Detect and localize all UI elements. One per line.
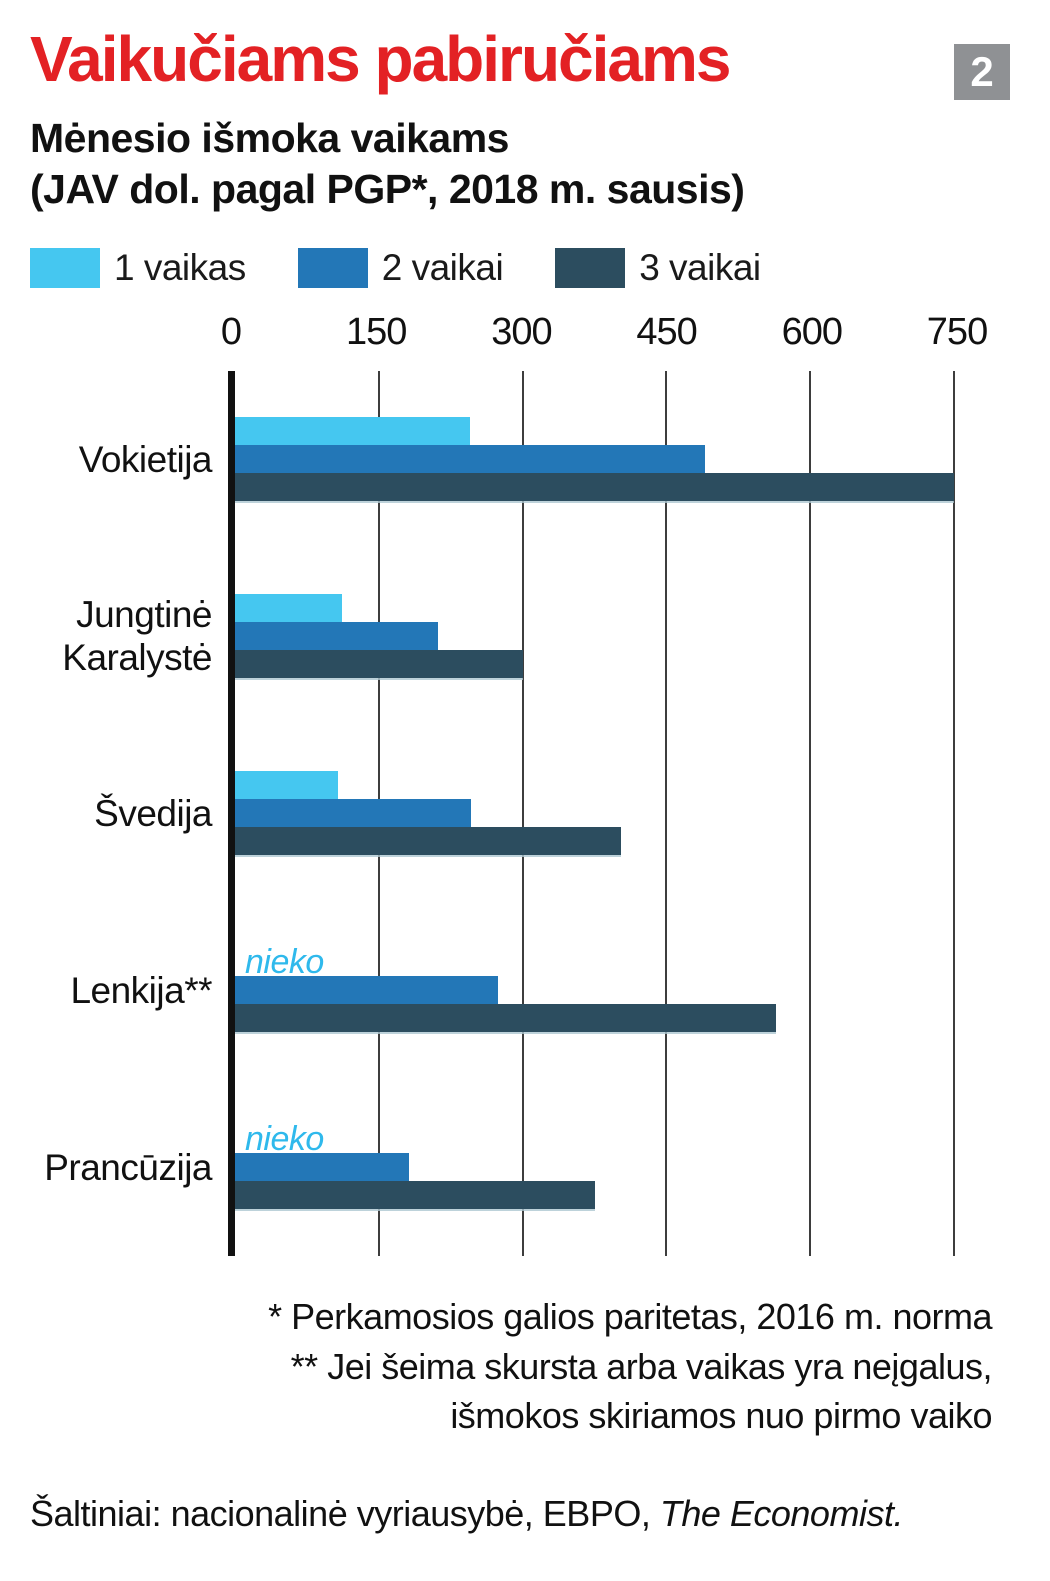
bar-slot [235,445,954,474]
country-label: Švedija [94,792,212,834]
legend: 1 vaikas 2 vaikai 3 vaikai [30,247,1050,289]
bar-1-vaikas [235,417,470,446]
source-line: Šaltiniai: nacionalinė vyriausybė, EBPO,… [30,1493,1050,1535]
bar-2-vaikai [235,1153,409,1182]
bar-slot [235,650,954,679]
nieko-label: nieko [245,942,324,981]
legend-swatch-1-vaikas [30,247,100,288]
bar-slot [235,417,954,446]
bar-1-vaikas [235,771,338,800]
bar-slot: nieko [235,1120,954,1158]
bar-3-vaikai [235,650,523,679]
bar-3-vaikai [235,473,954,502]
bar-2-vaikai [235,976,498,1005]
legend-swatch-3-vaikai [555,247,626,288]
legend-label-3-vaikai: 3 vaikai [639,246,761,288]
country-label: Jungtinė Karalystė [62,593,212,679]
legend-label-2-vaikai: 2 vaikai [381,246,504,288]
bar-group [235,725,954,902]
bar-slot [235,1153,954,1182]
footnote-line-3: išmokos skiriamos nuo pirmo vaiko [450,1395,992,1437]
bar-chart: 0 150 300 450 600 750 Vokietija Jungtinė Karal… [0,311,1050,1256]
source-prefix: Šaltiniai: nacionalinė vyriausybė, EBPO, [30,1492,660,1534]
bar-slot [235,799,954,828]
legend-item-1-vaikas: 1 vaikas [30,247,246,289]
bar-2-vaikai [235,445,705,474]
bar-slot [235,827,954,856]
x-axis-tick-750: 750 [926,310,988,353]
bar-2-vaikai [235,622,439,651]
footnote-line-1: * Perkamosios galios paritetas, 2016 m. … [268,1295,992,1337]
bar-3-vaikai [235,1004,776,1033]
legend-item-2-vaikai: 2 vaikai [297,246,504,289]
bar-slot [235,771,954,800]
x-axis-tick-600: 600 [781,310,843,353]
bar-3-vaikai [235,1181,596,1210]
x-axis-tick-300: 300 [491,310,552,353]
legend-label-1-vaikas: 1 vaikas [114,246,246,288]
figure-number-badge: 2 [954,44,1010,100]
bar-1-vaikas [235,594,343,623]
page-title: Vaikučiams pabiručiams [30,23,732,95]
bar-slot [235,594,954,623]
bar-group: nieko [235,902,954,1079]
legend-swatch-2-vaikai [297,247,368,288]
plot-area: nieko nieko [228,370,955,1256]
subtitle-line-1: Mėnesio išmoka vaikams [30,115,509,162]
category-labels-column: Vokietija Jungtinė Karalystė Švedija Lenkij… [0,371,228,1256]
bar-2-vaikai [235,799,471,828]
gridline-300 [521,370,524,1256]
bar-slot [235,473,954,502]
bar-slot [235,1004,954,1033]
country-label: Prancūzija [44,1146,212,1188]
bar-slot [235,1181,954,1210]
bar-slot [235,622,954,651]
source-publication: The Economist. [659,1492,904,1534]
gridline-450 [665,370,668,1256]
footnote-line-2: ** Jei šeima skursta arba vaikas yra neį… [290,1345,993,1387]
gridline-600 [809,370,812,1256]
nieko-label: nieko [245,1119,324,1158]
subtitle-line-2: (JAV dol. pagal PGP*, 2018 m. sausis) [30,166,745,213]
gridline-750 [953,370,955,1256]
bar-slot [235,976,954,1005]
legend-item-3-vaikai: 3 vaikai [555,246,761,289]
bar-group [235,548,954,725]
footnotes: * Perkamosios galios paritetas, 2016 m. … [0,1292,992,1441]
country-label: Lenkija** [70,969,212,1011]
country-label: Vokietija [78,438,213,480]
bar-group: nieko [235,1079,954,1256]
x-axis-tick-450: 450 [636,310,697,353]
x-axis-tick-150: 150 [345,310,407,353]
chart-subtitle: Mėnesio išmoka vaikams (JAV dol. pagal P… [30,113,1020,215]
bar-slot: nieko [235,943,954,981]
bar-3-vaikai [235,827,622,856]
bar-group [235,371,954,548]
x-axis-tick-0: 0 [220,310,242,353]
x-axis-tick-labels: 0 150 300 450 600 750 [221,310,988,357]
